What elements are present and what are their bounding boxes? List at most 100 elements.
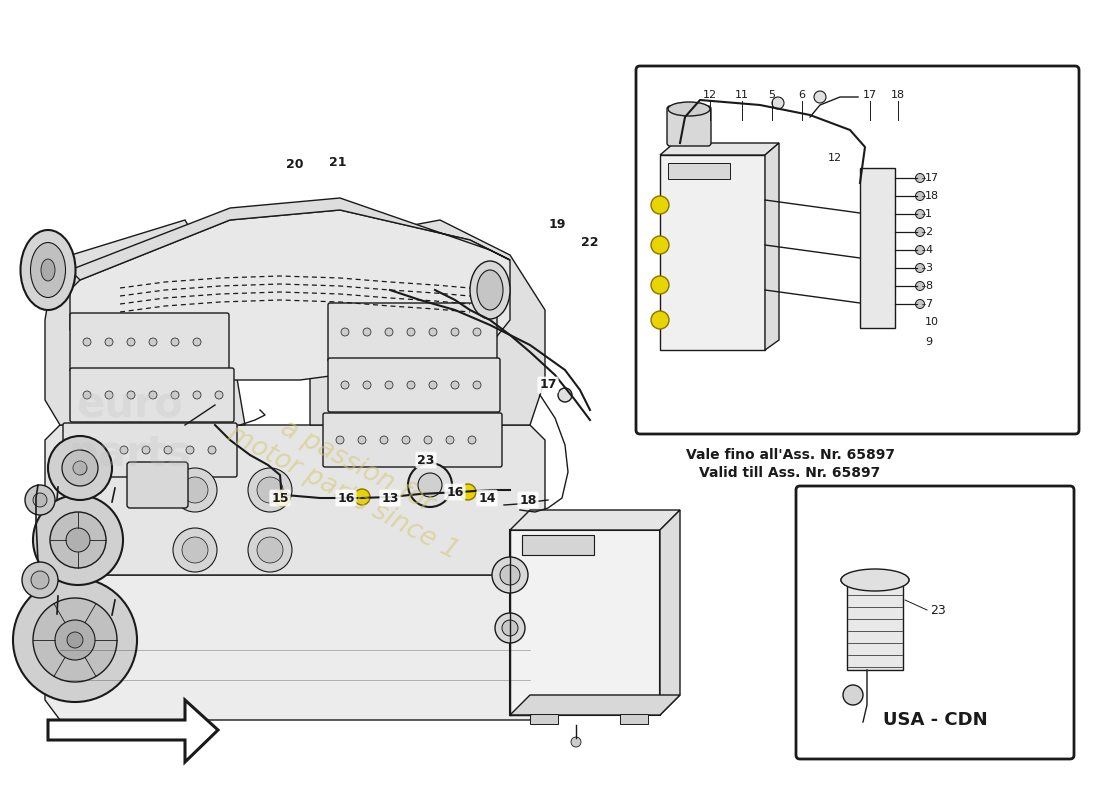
FancyBboxPatch shape [530,714,558,724]
FancyBboxPatch shape [660,155,764,350]
Ellipse shape [668,102,710,116]
Circle shape [341,381,349,389]
Circle shape [772,97,784,109]
Circle shape [164,446,172,454]
Polygon shape [660,143,779,155]
Text: 23: 23 [930,603,946,617]
Circle shape [336,436,344,444]
Circle shape [31,571,50,589]
FancyBboxPatch shape [70,368,234,422]
FancyBboxPatch shape [328,303,497,362]
Circle shape [500,565,520,585]
Text: 11: 11 [735,90,749,100]
Circle shape [248,468,292,512]
Circle shape [248,528,292,572]
Circle shape [915,282,924,290]
Circle shape [120,446,128,454]
Circle shape [915,263,924,273]
Ellipse shape [21,230,76,310]
Text: a passion for
motor parts since 1: a passion for motor parts since 1 [223,395,477,565]
Text: 7: 7 [925,299,932,309]
Circle shape [67,632,82,648]
Text: 18: 18 [925,191,939,201]
Circle shape [402,436,410,444]
Circle shape [142,446,150,454]
FancyBboxPatch shape [796,486,1074,759]
Circle shape [126,391,135,399]
Circle shape [418,473,442,497]
Circle shape [73,461,87,475]
Text: Valid till Ass. Nr. 65897: Valid till Ass. Nr. 65897 [700,466,881,480]
Text: 12: 12 [828,153,842,163]
Text: 12: 12 [703,90,717,100]
FancyBboxPatch shape [323,413,502,467]
FancyBboxPatch shape [668,163,730,179]
Circle shape [407,381,415,389]
Text: Vale fino all'Ass. Nr. 65897: Vale fino all'Ass. Nr. 65897 [685,448,894,462]
Polygon shape [510,695,680,715]
Ellipse shape [842,569,909,591]
Text: euro
parts: euro parts [68,385,191,475]
Polygon shape [45,575,544,720]
Circle shape [915,174,924,182]
Circle shape [214,391,223,399]
Text: 15: 15 [272,491,288,505]
Circle shape [451,328,459,336]
Circle shape [451,381,459,389]
Circle shape [354,489,370,505]
Circle shape [33,495,123,585]
Circle shape [208,446,216,454]
Circle shape [814,91,826,103]
Circle shape [571,737,581,747]
Text: 17: 17 [925,173,939,183]
Circle shape [33,598,117,682]
Text: 17: 17 [862,90,877,100]
Circle shape [915,210,924,218]
Circle shape [170,391,179,399]
FancyBboxPatch shape [63,423,236,477]
Circle shape [50,512,106,568]
Circle shape [25,485,55,515]
Circle shape [182,477,208,503]
Text: 5: 5 [769,90,776,100]
FancyBboxPatch shape [860,168,895,328]
FancyBboxPatch shape [847,580,903,670]
Circle shape [98,446,106,454]
Circle shape [843,685,864,705]
Circle shape [55,620,95,660]
FancyBboxPatch shape [522,535,594,555]
FancyBboxPatch shape [328,358,501,412]
Circle shape [182,537,208,563]
Text: 23: 23 [417,454,434,466]
Circle shape [62,450,98,486]
Polygon shape [45,220,245,425]
FancyBboxPatch shape [126,462,188,508]
FancyBboxPatch shape [636,66,1079,434]
Circle shape [82,338,91,346]
Circle shape [915,227,924,237]
Circle shape [104,338,113,346]
Text: 4: 4 [925,245,932,255]
Circle shape [126,338,135,346]
Circle shape [148,391,157,399]
Circle shape [502,620,518,636]
Circle shape [407,328,415,336]
Circle shape [429,328,437,336]
Polygon shape [764,143,779,350]
Circle shape [173,468,217,512]
Circle shape [104,391,113,399]
Text: 16: 16 [338,491,354,505]
Circle shape [358,436,366,444]
Circle shape [170,338,179,346]
Text: 1: 1 [925,209,932,219]
Circle shape [82,391,91,399]
Circle shape [460,484,476,500]
Text: 22: 22 [581,235,598,249]
Circle shape [558,388,572,402]
FancyBboxPatch shape [510,530,660,715]
Circle shape [468,436,476,444]
Circle shape [341,328,349,336]
Circle shape [257,537,283,563]
Text: 2: 2 [925,227,932,237]
Circle shape [473,328,481,336]
